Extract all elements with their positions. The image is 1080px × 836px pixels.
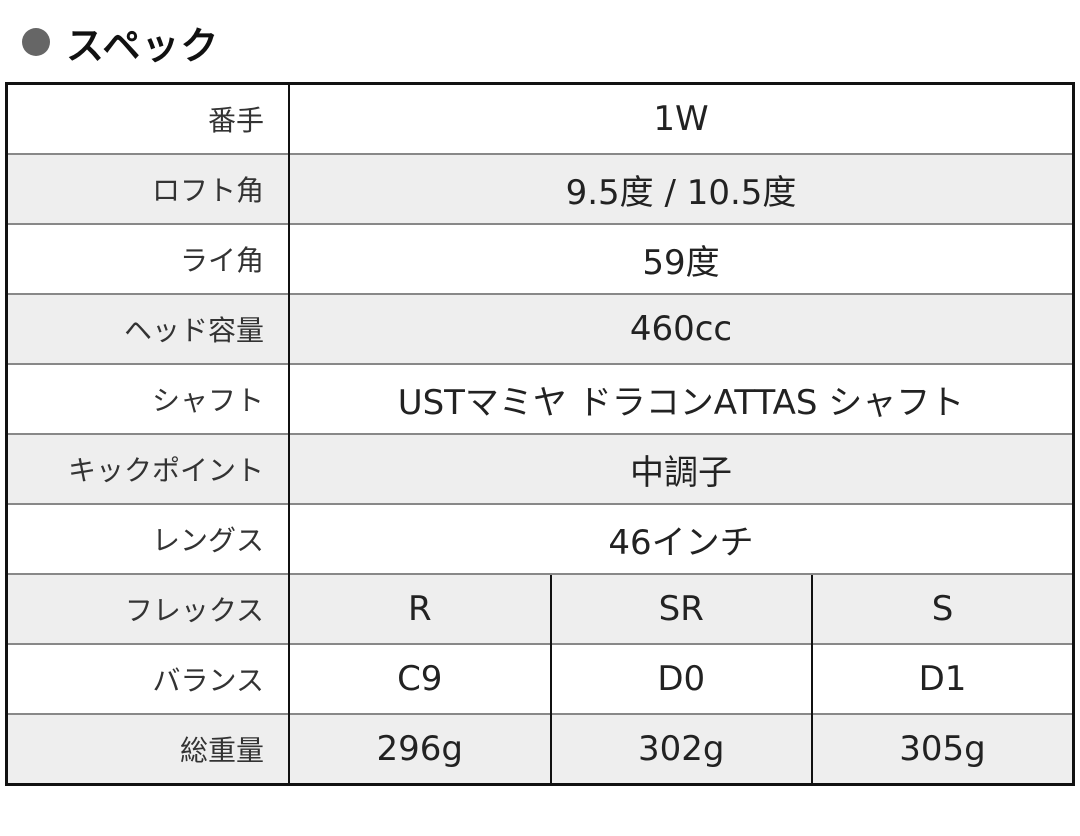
row-label: 番手 bbox=[6, 83, 290, 154]
row-value: D0 bbox=[549, 643, 812, 714]
row-value: 中調子 bbox=[289, 433, 1074, 504]
table-row: シャフト USTマミヤ ドラコンATTAS シャフト bbox=[6, 363, 1074, 434]
table-row: レングス 46インチ bbox=[6, 503, 1074, 574]
table-row: ヘッド容量 460cc bbox=[6, 293, 1074, 364]
row-value: 59度 bbox=[289, 223, 1074, 294]
bullet-icon bbox=[22, 28, 50, 56]
spec-table: 番手 1W ロフト角 9.5度 / 10.5度 ライ角 59度 ヘッド容量 460cc シャフト… bbox=[5, 82, 1075, 786]
row-value: 1W bbox=[653, 99, 709, 139]
table-row: ロフト角 9.5度 / 10.5度 bbox=[6, 153, 1074, 224]
row-label: フレックス bbox=[6, 573, 290, 644]
table-row: ライ角 59度 bbox=[6, 223, 1074, 294]
section-title-text: スペック bbox=[66, 23, 220, 68]
row-value: SR bbox=[549, 573, 812, 644]
row-label: キックポイント bbox=[6, 433, 290, 504]
row-value: 460cc bbox=[289, 293, 1074, 364]
row-label: ライ角 bbox=[6, 223, 290, 294]
row-label: ロフト角 bbox=[6, 153, 290, 224]
table-row: キックポイント 中調子 bbox=[6, 433, 1074, 504]
row-label: バランス bbox=[6, 643, 290, 714]
table-row: 番手 1W bbox=[6, 83, 1074, 154]
table-row: バランス C9 D0 D1 bbox=[6, 643, 1074, 714]
table-row: フレックス R SR S bbox=[6, 573, 1074, 644]
row-value: USTマミヤ ドラコンATTAS シャフト bbox=[289, 363, 1074, 434]
row-value: C9 bbox=[289, 643, 551, 714]
row-label: ヘッド容量 bbox=[6, 293, 290, 364]
row-label: 総重量 bbox=[6, 713, 290, 785]
row-value: 46インチ bbox=[289, 503, 1074, 574]
row-value: 305g bbox=[811, 713, 1074, 785]
table-row: 総重量 296g 302g 305g bbox=[6, 713, 1074, 785]
row-label: レングス bbox=[6, 503, 290, 574]
row-value: 296g bbox=[289, 713, 551, 785]
row-value: S bbox=[811, 573, 1074, 644]
row-value: D1 bbox=[811, 643, 1074, 714]
row-value: R bbox=[289, 573, 551, 644]
row-value: 302g bbox=[549, 713, 812, 785]
section-title: スペック bbox=[22, 18, 219, 68]
row-label: シャフト bbox=[6, 363, 290, 434]
row-value: 9.5度 / 10.5度 bbox=[289, 153, 1074, 224]
